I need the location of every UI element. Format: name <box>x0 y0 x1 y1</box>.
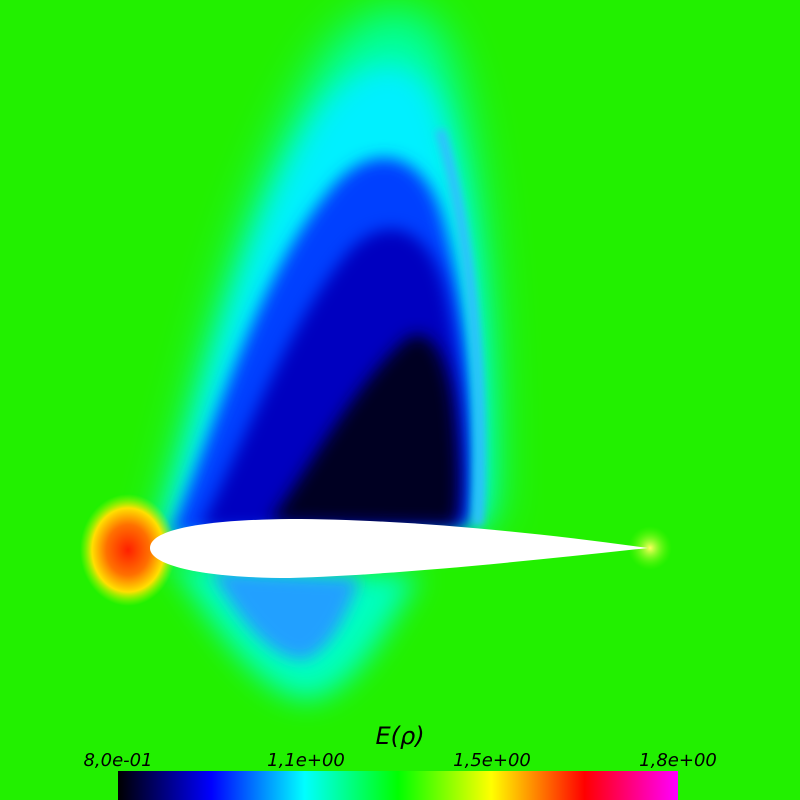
upper-expansion-core <box>270 334 459 525</box>
colorbar-tick-label-4: 1,8e+00 <box>639 750 717 771</box>
colorbar-tick-label-3: 1,5e+00 <box>453 750 531 771</box>
shock-front <box>435 128 485 526</box>
stagnation-hotspot <box>80 494 176 606</box>
colorbar-title: E(ρ) <box>375 722 424 750</box>
lower-expansion-inner <box>210 570 360 660</box>
colorbar-bar <box>118 771 678 800</box>
airfoil <box>150 519 648 578</box>
colorbar-tick-label-1: 8,0e-01 <box>83 750 152 771</box>
colorbar: E(ρ) 8,0e-01 1,1e+00 1,5e+00 1,8e+00 <box>83 722 717 800</box>
colorbar-tick-label-2: 1,1e+00 <box>267 750 345 771</box>
trailing-edge-spot <box>628 526 672 570</box>
